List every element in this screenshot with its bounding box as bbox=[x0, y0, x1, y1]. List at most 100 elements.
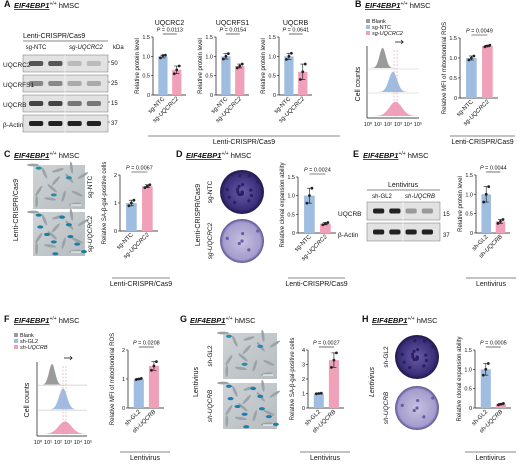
protein-label: β-Actin bbox=[338, 232, 359, 239]
data-point bbox=[152, 364, 156, 368]
data-point bbox=[305, 201, 309, 205]
flow-histogram-B bbox=[366, 39, 419, 119]
data-point bbox=[150, 368, 153, 372]
cell-shape bbox=[234, 416, 247, 421]
colony bbox=[422, 364, 426, 368]
colony bbox=[237, 184, 241, 188]
panel-letter: F bbox=[4, 314, 10, 324]
colony bbox=[408, 365, 412, 370]
cell-shape bbox=[252, 359, 258, 372]
bar bbox=[298, 71, 308, 95]
lane-label: sg-NTC bbox=[26, 45, 47, 51]
y-axis-label: Relative SA-β-gal-positive cells bbox=[102, 162, 108, 245]
cell-shape bbox=[47, 184, 57, 193]
y-tick-label: 1.5 bbox=[465, 173, 473, 179]
panel-letter: D bbox=[176, 149, 183, 159]
data-point bbox=[172, 72, 176, 76]
stained-cell bbox=[52, 252, 59, 256]
colony bbox=[237, 241, 241, 246]
data-point bbox=[487, 185, 491, 189]
blot-strip bbox=[22, 74, 109, 93]
data-point bbox=[472, 54, 476, 58]
kda-marker: 37 bbox=[111, 121, 118, 127]
x-tick-label: 10⁰ bbox=[34, 439, 43, 446]
group-label: Lenti-CRISPR/Cas9 bbox=[23, 33, 85, 40]
bar bbox=[495, 221, 506, 233]
stained-cell bbox=[243, 425, 250, 429]
y-tick-label: 0.5 bbox=[287, 212, 295, 218]
bar bbox=[466, 58, 477, 98]
blot-band bbox=[86, 101, 101, 106]
p-value: P = 0.0641 bbox=[282, 28, 309, 34]
blot-band bbox=[29, 81, 44, 86]
y-tick-label: 1.0 bbox=[142, 54, 150, 60]
colony bbox=[422, 415, 426, 419]
data-point bbox=[143, 186, 147, 190]
histogram-ctrl bbox=[367, 71, 419, 92]
y-tick-label: 2 bbox=[114, 173, 117, 179]
colony bbox=[247, 199, 251, 203]
p-value: P = 0.0113 bbox=[157, 28, 183, 34]
cell-shape bbox=[261, 379, 265, 392]
data-point bbox=[235, 66, 239, 70]
p-value: P = 0.0208 bbox=[133, 341, 160, 347]
data-point bbox=[130, 201, 133, 205]
data-point bbox=[134, 378, 138, 381]
colony bbox=[431, 345, 435, 349]
colony bbox=[227, 195, 231, 199]
y-axis-label: Relative protein level bbox=[458, 176, 464, 232]
cell-shape bbox=[77, 172, 89, 179]
cell-shape bbox=[217, 331, 229, 335]
data-point bbox=[314, 392, 318, 396]
cell-shape bbox=[261, 329, 265, 342]
bar bbox=[133, 379, 144, 408]
blot-band bbox=[48, 61, 63, 66]
protein-label: UQCRB bbox=[3, 102, 26, 109]
kda-marker: 37 bbox=[443, 233, 450, 239]
y-tick-label: 2 bbox=[302, 377, 305, 383]
stained-cell bbox=[225, 384, 232, 388]
group-label: Lenti-CRISPR/Cas9 bbox=[285, 281, 347, 288]
bar bbox=[304, 195, 315, 233]
lane-label: sg-UQCRC2 bbox=[69, 45, 103, 51]
p-value: P = 0.0067 bbox=[126, 166, 153, 172]
row-label: sg-NTC bbox=[207, 181, 214, 204]
gene-header: EIF4EBP1+/+ hMSC bbox=[365, 1, 431, 10]
y-tick-label: 1.5 bbox=[142, 35, 150, 41]
dish-sg-uqcrc2 bbox=[220, 219, 264, 263]
y-tick-label: 0.5 bbox=[465, 212, 473, 218]
x-tick-label: 10¹ bbox=[44, 440, 52, 446]
histogram-exp bbox=[367, 101, 419, 116]
group-label: Lenti-CRISPR/Cas9 bbox=[110, 281, 172, 288]
colony bbox=[249, 193, 254, 198]
cell-shape bbox=[41, 167, 48, 179]
bar bbox=[126, 203, 137, 231]
colony bbox=[240, 190, 244, 194]
data-point bbox=[177, 64, 181, 68]
bar bbox=[142, 186, 153, 231]
dish-sh-gl2 bbox=[395, 335, 439, 379]
cell-shape bbox=[27, 163, 39, 167]
group-label: Lentivirus bbox=[388, 182, 418, 189]
cell-shape bbox=[252, 409, 258, 422]
x-tick-label: 10³ bbox=[394, 122, 402, 128]
data-point bbox=[486, 362, 490, 365]
colony bbox=[400, 352, 404, 356]
legend-swatch bbox=[366, 19, 370, 23]
colony bbox=[410, 352, 415, 356]
stained-cell bbox=[67, 235, 74, 239]
data-point bbox=[224, 54, 228, 58]
cell-shape bbox=[61, 237, 66, 249]
cell-shape bbox=[232, 385, 238, 397]
data-point bbox=[222, 57, 225, 61]
data-point bbox=[132, 198, 136, 202]
row-label: sg-NTC bbox=[87, 176, 94, 199]
group-label: Lentivirus bbox=[310, 455, 340, 462]
cell-shape bbox=[35, 242, 39, 255]
p-value: P = 0.0024 bbox=[304, 168, 331, 174]
stained-cell bbox=[241, 412, 248, 416]
y-tick-label: 3 bbox=[302, 363, 305, 369]
gene-header: EIF4EBP1+/+ hMSC bbox=[14, 316, 80, 325]
